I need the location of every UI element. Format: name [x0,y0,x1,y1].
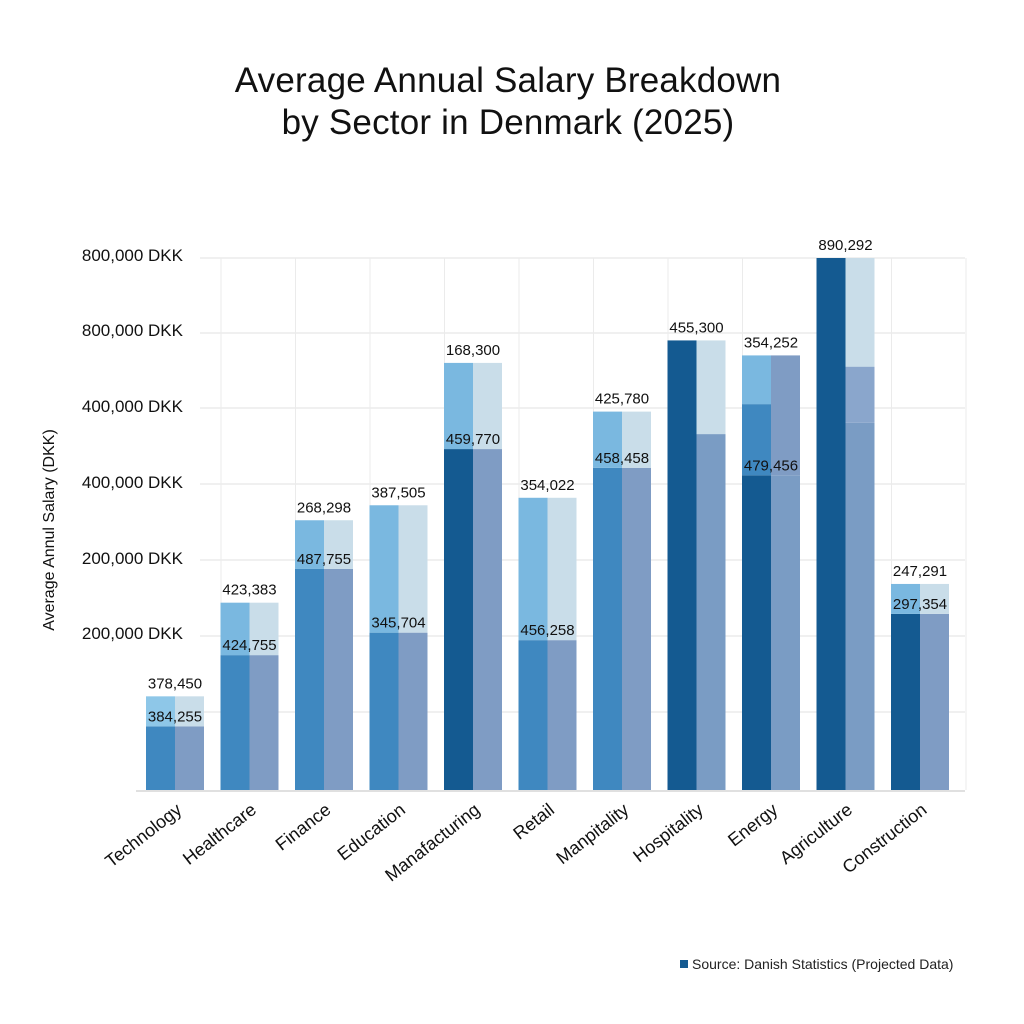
bar-segment-construction-b [920,613,949,790]
y-tick-label: 800,000 DKK [82,246,184,265]
bar-segment-manpitality-b [622,467,651,790]
chart-bars [146,258,949,790]
y-axis-tick-labels: 200,000 DKK 200,000 DKK 400,000 DKK 400,000… [82,246,184,643]
x-tick-label: Healthcare [179,799,260,868]
y-tick-label: 200,000 DKK [82,624,184,643]
x-tick-label: Finance [272,799,335,854]
data-label-top: 425,780 [595,391,649,408]
bar-segment-agriculture [816,258,846,790]
y-tick-label: 200,000 DKK [82,549,184,568]
bar-segment-retail-b [547,497,577,641]
bar-segment-energy-b [771,355,800,476]
x-tick-label: Technology [101,799,185,871]
data-label-top: 354,252 [744,334,798,351]
bar-segment-construction [891,583,920,614]
bar-segment-technology-b [175,726,204,790]
bar-segment-healthcare-b [249,655,279,790]
data-label-top: 387,505 [371,484,425,501]
bar-segment-finance-b [324,520,353,569]
bar-segment-retail-b [547,640,577,790]
x-tick-label: Manpitality [552,799,632,868]
y-tick-label: 400,000 DKK [82,473,184,492]
chart-title-line-2: by Sector in Denmark (2025) [281,103,735,142]
bar-segment-education [369,505,399,633]
x-tick-label: Energy [724,799,781,850]
bar-segment-education-b [398,505,428,633]
bar-segment-energy-b [771,475,800,790]
bar-segment-manafacturing-b [473,362,502,450]
bar-segment-construction [891,613,920,790]
bar-segment-retail [518,640,548,790]
bar-segment-education [369,632,399,790]
chart-title-line-1: Average Annual Salary Breakdown [234,61,782,100]
data-label-top: 168,300 [446,342,500,359]
bar-segment-technology-b [175,696,204,727]
source-text: Source: Danish Statistics (Projected Dat… [692,956,954,972]
data-label-top: 247,291 [893,563,947,580]
bar-segment-technology [146,696,175,727]
data-label-inner: 456,258 [520,622,574,639]
data-label-top: 378,450 [148,675,202,692]
data-label-inner: 424,755 [222,637,276,654]
bar-segment-healthcare-b [249,602,279,656]
bar-segment-hospitality [667,340,697,790]
bar-segment-construction-b [920,583,949,614]
bar-segment-manpitality [593,411,622,468]
bar-segment-manpitality [593,467,622,790]
bar-segment-agriculture-b [845,258,875,367]
bar-segment-manpitality-b [622,411,651,468]
chart-data-labels: 378,450 384,255 423,383 424,755 268,298 487,7… [148,237,947,725]
data-label-inner: 487,755 [297,551,351,568]
bar-segment-healthcare [220,655,250,790]
source-legend-swatch [680,960,688,968]
y-tick-label: 400,000 DKK [82,397,184,416]
bar-segment-technology [146,726,175,790]
bar-segment-manafacturing [444,449,473,790]
data-label-inner: 458,458 [595,450,649,467]
bar-segment-healthcare [220,602,250,656]
bar-segment-manafacturing-b [473,449,502,790]
bar-segment-energy [742,404,771,476]
data-label-top: 890,292 [818,237,872,254]
bar-segment-energy [742,475,771,790]
data-label-inner: 297,354 [893,596,947,613]
data-label-top: 455,300 [669,319,723,336]
bar-segment-retail [518,497,548,641]
bar-segment-finance [295,568,324,790]
data-label-top: 268,298 [297,499,351,516]
bar-segment-energy [742,355,771,405]
chart-title: Average Annual Salary Breakdown by Secto… [0,60,1016,144]
x-tick-label: Retail [509,799,558,843]
source-note: Source: Danish Statistics (Projected Dat… [680,956,953,972]
bar-segment-finance [295,520,324,569]
bar-segment-education-b [398,632,428,790]
data-label-top: 354,022 [520,477,574,494]
x-tick-label: Hospitality [629,799,707,866]
bar-segment-manafacturing [444,362,473,450]
data-label-inner: 459,770 [446,431,500,448]
bar-segment-agriculture-b [845,366,875,423]
data-label-inner: 345,704 [371,615,425,632]
bar-segment-hospitality-b [696,434,726,790]
bar-segment-agriculture-b [845,422,875,790]
y-axis-label: Average Annul Salary (DKK) [41,429,58,631]
data-label-inner: 479,456 [744,457,798,474]
y-tick-label: 800,000 DKK [82,321,184,340]
data-label-inner: 384,255 [148,708,202,725]
bar-segment-finance-b [324,568,353,790]
data-label-top: 423,383 [222,582,276,599]
x-tick-label: Education [334,799,409,864]
bar-segment-hospitality-b [696,340,726,435]
